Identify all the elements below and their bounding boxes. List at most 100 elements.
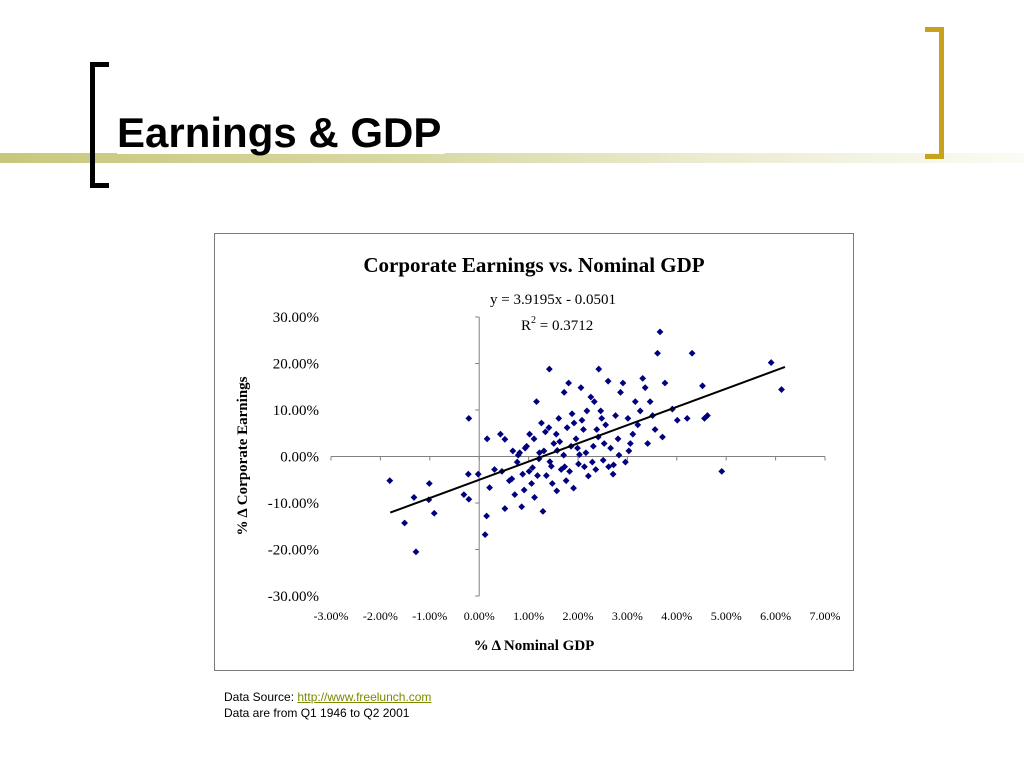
y-tick-label: 20.00% <box>273 357 319 373</box>
data-point <box>622 458 629 466</box>
data-point <box>401 519 409 527</box>
y-tick-label: -20.00% <box>268 543 319 559</box>
data-point <box>612 412 619 419</box>
data-point <box>599 456 607 464</box>
data-point <box>636 407 644 415</box>
data-point <box>778 386 785 393</box>
data-point <box>560 451 568 459</box>
data-point <box>562 477 570 485</box>
data-point <box>600 440 608 447</box>
trendline-equation: y = 3.9195x - 0.0501 <box>490 292 616 308</box>
data-point <box>587 393 595 401</box>
data-point <box>497 430 504 438</box>
data-point <box>518 503 526 511</box>
data-point <box>626 440 634 447</box>
data-point <box>593 426 601 433</box>
data-point <box>597 407 605 415</box>
data-point <box>529 464 536 472</box>
data-point <box>688 349 696 357</box>
data-point <box>595 365 603 373</box>
data-point <box>592 466 600 473</box>
data-point <box>509 447 517 455</box>
data-point <box>528 480 535 487</box>
data-point <box>598 414 606 422</box>
data-point <box>718 467 726 475</box>
data-point <box>561 463 569 471</box>
data-point <box>570 419 578 427</box>
data-point <box>535 455 543 463</box>
data-point <box>530 435 538 443</box>
data-point <box>582 449 590 457</box>
data-point <box>513 458 521 466</box>
data-point <box>615 451 623 459</box>
data-point <box>508 475 516 483</box>
data-point <box>673 416 681 424</box>
data-point <box>519 470 527 478</box>
data-point <box>511 491 519 499</box>
data-point <box>491 466 498 473</box>
data-point <box>588 458 596 466</box>
data-point <box>566 467 574 475</box>
data-point <box>412 548 420 556</box>
data-point <box>604 377 612 385</box>
data-point <box>386 477 394 485</box>
x-axis-title: % Δ Nominal GDP <box>474 638 595 654</box>
data-point <box>525 467 533 475</box>
data-point <box>555 414 563 422</box>
data-point <box>481 531 489 539</box>
data-point <box>534 472 541 479</box>
data-point <box>550 440 558 447</box>
data-point <box>610 461 617 469</box>
data-point <box>531 494 538 501</box>
data-point <box>560 388 568 396</box>
y-tick-label: 10.00% <box>273 403 319 419</box>
data-point <box>565 379 573 387</box>
scatter-chart: Corporate Earnings vs. Nominal GDP -3.00… <box>235 253 841 654</box>
x-tick-label: 0.00% <box>464 609 495 623</box>
data-point <box>425 480 433 487</box>
data-source-link[interactable]: http://www.freelunch.com <box>297 690 432 704</box>
data-source-line: Data Source: http://www.freelunch.com <box>224 689 431 705</box>
x-tick-label: 7.00% <box>810 609 841 623</box>
data-point <box>465 495 473 503</box>
y-tick-label: -10.00% <box>268 496 319 512</box>
data-point <box>460 491 468 499</box>
data-point <box>465 414 473 422</box>
data-point <box>545 365 553 373</box>
data-point <box>699 382 706 390</box>
data-point <box>644 440 652 447</box>
data-point <box>578 416 586 424</box>
left-bracket-decoration <box>90 62 109 188</box>
x-tick-label: 6.00% <box>760 609 791 623</box>
x-tick-label: -1.00% <box>412 609 447 623</box>
data-point <box>641 384 649 392</box>
data-point <box>631 398 639 406</box>
data-point <box>563 424 571 432</box>
x-tick-label: -3.00% <box>314 609 349 623</box>
data-point <box>552 430 560 438</box>
chart-title: Corporate Earnings vs. Nominal GDP <box>363 253 704 277</box>
data-point <box>625 447 633 455</box>
data-point <box>767 359 775 366</box>
data-source-note: Data Source: http://www.freelunch.com Da… <box>224 689 431 721</box>
data-point <box>546 458 554 466</box>
data-point <box>483 435 491 443</box>
data-point <box>624 414 632 422</box>
data-point <box>526 430 533 438</box>
x-tick-label: 3.00% <box>612 609 643 623</box>
data-point <box>514 451 522 459</box>
y-tick-label: -30.00% <box>268 589 319 605</box>
x-tick-label: 1.00% <box>513 609 544 623</box>
data-point <box>589 442 597 450</box>
data-point <box>486 484 493 492</box>
data-point <box>609 470 617 478</box>
data-point <box>521 444 529 452</box>
data-point <box>605 463 613 471</box>
data-point <box>704 412 711 419</box>
data-point <box>410 494 418 501</box>
data-point <box>483 512 491 520</box>
data-point <box>576 451 583 459</box>
x-tick-label: 5.00% <box>711 609 742 623</box>
data-point <box>580 426 587 433</box>
data-point <box>539 507 547 515</box>
